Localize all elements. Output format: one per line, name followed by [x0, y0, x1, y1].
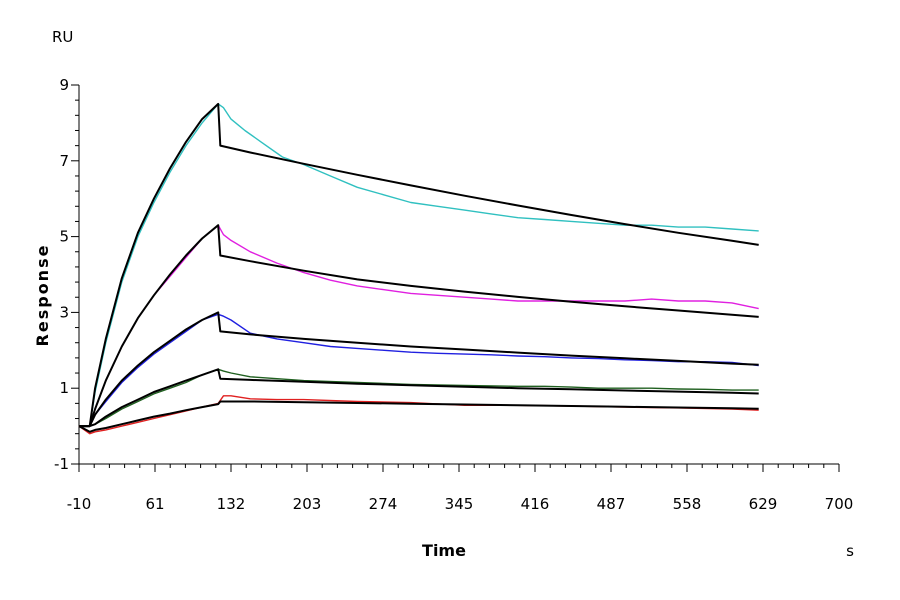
x-tick-label: 61	[145, 495, 164, 513]
major-ticks	[71, 84, 840, 472]
fit-curve-5	[79, 311, 759, 428]
measured-curve-8	[78, 395, 759, 435]
x-axis-title: Time	[422, 541, 466, 560]
fit-curve-7	[79, 368, 759, 428]
y-tick-label: 3	[59, 303, 69, 321]
measured-curve-4	[79, 313, 759, 427]
measured-curve-6	[79, 368, 759, 427]
y-tick-label: 9	[59, 76, 69, 94]
y-tick-label: -1	[54, 455, 69, 473]
x-tick-label: 416	[521, 495, 550, 513]
measured-curve-0	[79, 103, 759, 427]
y-tick-label: 5	[59, 228, 69, 246]
measured-curve-2	[79, 224, 759, 427]
x-tick-label: 558	[673, 495, 702, 513]
axes	[71, 84, 840, 472]
fit-curve-9	[78, 400, 759, 433]
x-tick-label: -10	[67, 495, 92, 513]
y-axis-title: Response	[33, 244, 52, 347]
plot-area	[78, 102, 759, 435]
fit-curve-3	[79, 224, 759, 428]
y-tick-label: 7	[59, 152, 69, 170]
x-tick-label: 345	[445, 495, 474, 513]
y-unit-label: RU	[52, 28, 73, 46]
x-tick-label: 629	[749, 495, 778, 513]
y-tick-label: 1	[59, 379, 69, 397]
x-unit-label: s	[846, 542, 854, 560]
minor-ticks	[75, 99, 825, 468]
x-tick-label: 274	[369, 495, 398, 513]
tick-labels: -10 61 132 203 274 345 416 487 558 629 700 -1 1 3 5 7 9	[54, 76, 853, 513]
fit-curve-1	[79, 102, 759, 428]
x-tick-label: 487	[597, 495, 626, 513]
x-tick-label: 132	[217, 495, 246, 513]
x-tick-label: 700	[825, 495, 854, 513]
x-tick-label: 203	[293, 495, 322, 513]
